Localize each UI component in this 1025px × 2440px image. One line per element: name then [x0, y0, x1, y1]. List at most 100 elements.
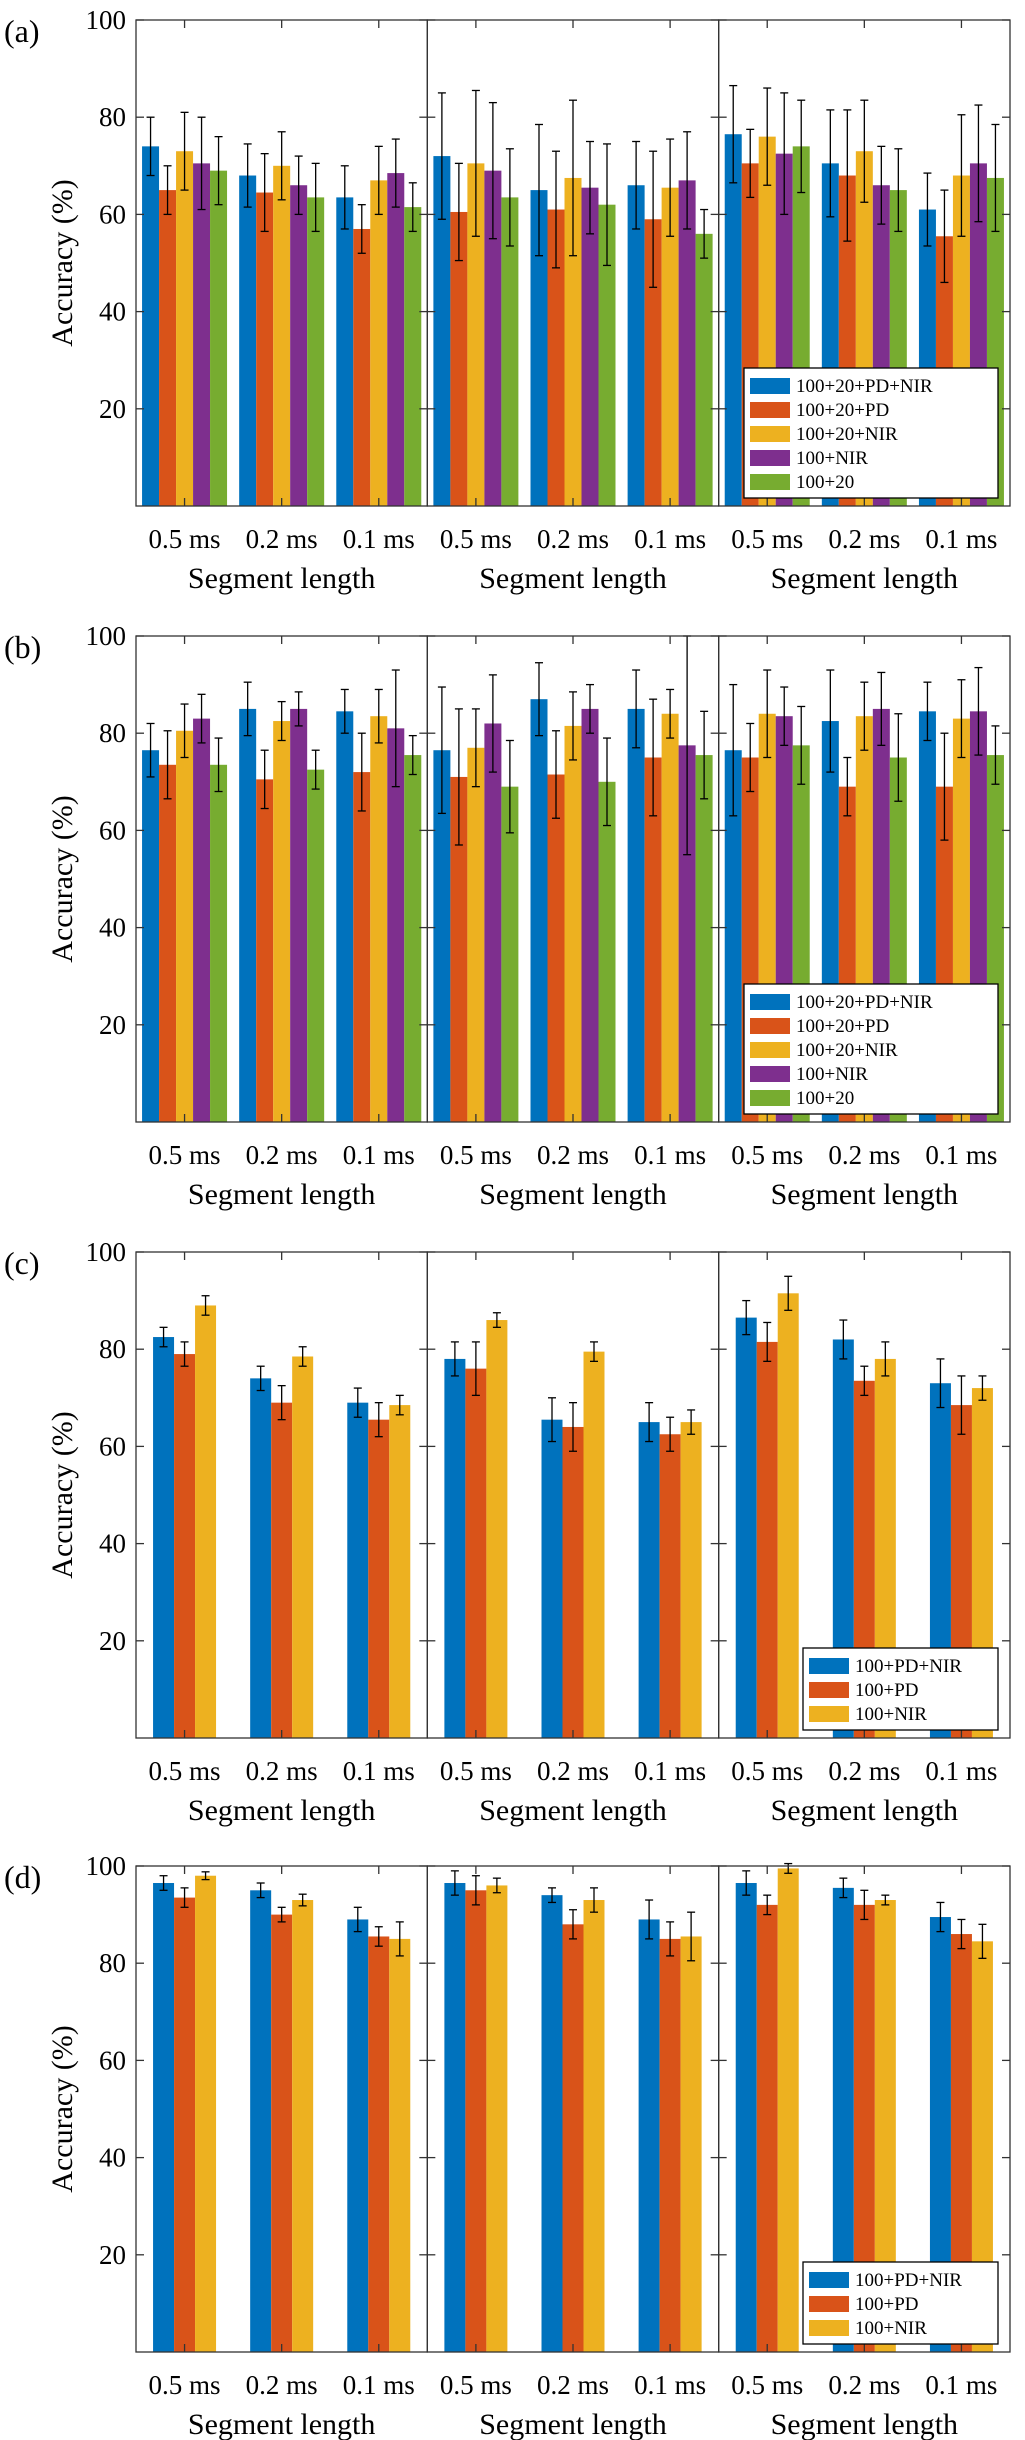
error-bar — [492, 1877, 501, 1894]
error-bar — [797, 705, 806, 785]
error-bar — [180, 1887, 189, 1908]
bar — [777, 1868, 799, 2352]
bar — [541, 1419, 563, 1738]
error-bar — [256, 1882, 265, 1899]
panel-label: (a) — [4, 13, 40, 49]
error-bar — [408, 182, 417, 233]
legend-swatch — [809, 1682, 849, 1698]
error-bar — [894, 713, 903, 802]
bar-group — [638, 1899, 702, 2352]
error-bar — [505, 148, 514, 247]
y-axis-label: Accuracy (%) — [46, 2025, 79, 2192]
error-bar — [437, 92, 446, 220]
error-bar — [797, 99, 806, 194]
error-bar — [826, 109, 835, 218]
error-bar — [471, 89, 480, 237]
x-tick-label: 0.5 ms — [731, 524, 803, 554]
x-tick-label: 0.5 ms — [440, 524, 512, 554]
bar-group — [444, 1312, 508, 1738]
error-bar — [780, 92, 789, 216]
bar — [176, 151, 194, 506]
x-tick-label: 0.5 ms — [440, 1756, 512, 1786]
legend-swatch — [750, 1042, 790, 1058]
bar — [486, 1320, 508, 1738]
x-tick-label: 0.5 ms — [149, 1756, 221, 1786]
error-bar — [146, 116, 155, 177]
subplot-2: 0.5 ms 0.2 ms 0.1 ms Segment length — [426, 1251, 720, 1827]
bar — [450, 776, 468, 1122]
legend-swatch — [750, 1018, 790, 1034]
x-tick-label: 0.1 ms — [925, 1756, 997, 1786]
bar — [547, 209, 565, 507]
legend-entry: 100+20+PD+NIR — [796, 376, 933, 397]
error-bar — [957, 114, 966, 237]
bar-group — [541, 1887, 605, 2352]
bar — [680, 1936, 702, 2352]
bar — [153, 1337, 175, 1738]
y-tick-label: 40 — [99, 297, 126, 327]
bar — [638, 1422, 660, 1738]
legend-swatch — [750, 378, 790, 394]
bar — [370, 180, 388, 506]
x-tick-label: 0.2 ms — [246, 1756, 318, 1786]
bar — [444, 1883, 466, 2352]
error-bar — [784, 1275, 793, 1311]
x-tick-label: 0.1 ms — [925, 524, 997, 554]
error-bar — [666, 1921, 675, 1957]
error-bar — [180, 703, 189, 759]
error-bar — [374, 688, 383, 744]
bar-group — [444, 1870, 508, 2352]
subplot-3: 0.5 ms 0.2 ms 0.1 ms Segment length 100+PD+N… — [718, 1251, 1011, 1827]
bar — [404, 207, 422, 507]
error-bar — [454, 162, 463, 262]
error-bar — [214, 737, 223, 793]
bar — [273, 721, 291, 1122]
legend-swatch — [750, 1090, 790, 1106]
legend-swatch — [809, 1706, 849, 1722]
legend-entry: 100+NIR — [796, 448, 868, 469]
error-bar — [936, 1901, 945, 1933]
error-bar — [471, 708, 480, 788]
bar — [598, 204, 616, 506]
bar — [581, 708, 599, 1122]
error-bar — [839, 1319, 848, 1360]
error-bar — [923, 681, 932, 742]
y-tick-label: 100 — [86, 1851, 127, 1881]
bar — [239, 708, 257, 1122]
bar — [547, 774, 565, 1122]
bar — [735, 1317, 757, 1738]
bar — [638, 1919, 660, 2352]
bar — [562, 1426, 584, 1738]
error-bar — [978, 1923, 987, 1959]
bar — [583, 1900, 605, 2352]
error-bar — [395, 1394, 404, 1416]
legend-entry: 100+20+PD+NIR — [796, 992, 933, 1013]
bar-group — [250, 1882, 314, 2352]
bar — [659, 1434, 681, 1738]
error-bar — [649, 150, 658, 288]
subplot-frame — [718, 1865, 1011, 2353]
bar — [661, 187, 679, 507]
legend-entry: 100+20 — [796, 472, 854, 493]
error-bar — [991, 123, 1000, 233]
bar — [724, 750, 742, 1122]
error-bar — [843, 109, 852, 242]
bar — [250, 1890, 272, 2352]
bar — [142, 750, 160, 1122]
bar — [530, 699, 548, 1122]
bar — [195, 1305, 217, 1738]
error-bar — [974, 104, 983, 223]
subplot-1: 0.5 ms 0.2 ms 0.1 ms Segment length — [135, 1865, 428, 2440]
bar — [853, 1904, 875, 2352]
bar — [389, 1405, 411, 1738]
error-bar — [569, 1909, 577, 1940]
x-tick-label: 0.1 ms — [343, 524, 415, 554]
subplot-3: 0.5 ms 0.2 ms 0.1 ms Segment length 100+20+P… — [718, 19, 1011, 595]
bar — [292, 1356, 314, 1738]
error-bar — [408, 734, 417, 776]
x-tick-label: 0.5 ms — [149, 524, 221, 554]
error-bar — [505, 739, 514, 834]
error-bar — [548, 1887, 556, 1904]
bar-group — [530, 662, 616, 1122]
bar — [562, 1924, 584, 2352]
